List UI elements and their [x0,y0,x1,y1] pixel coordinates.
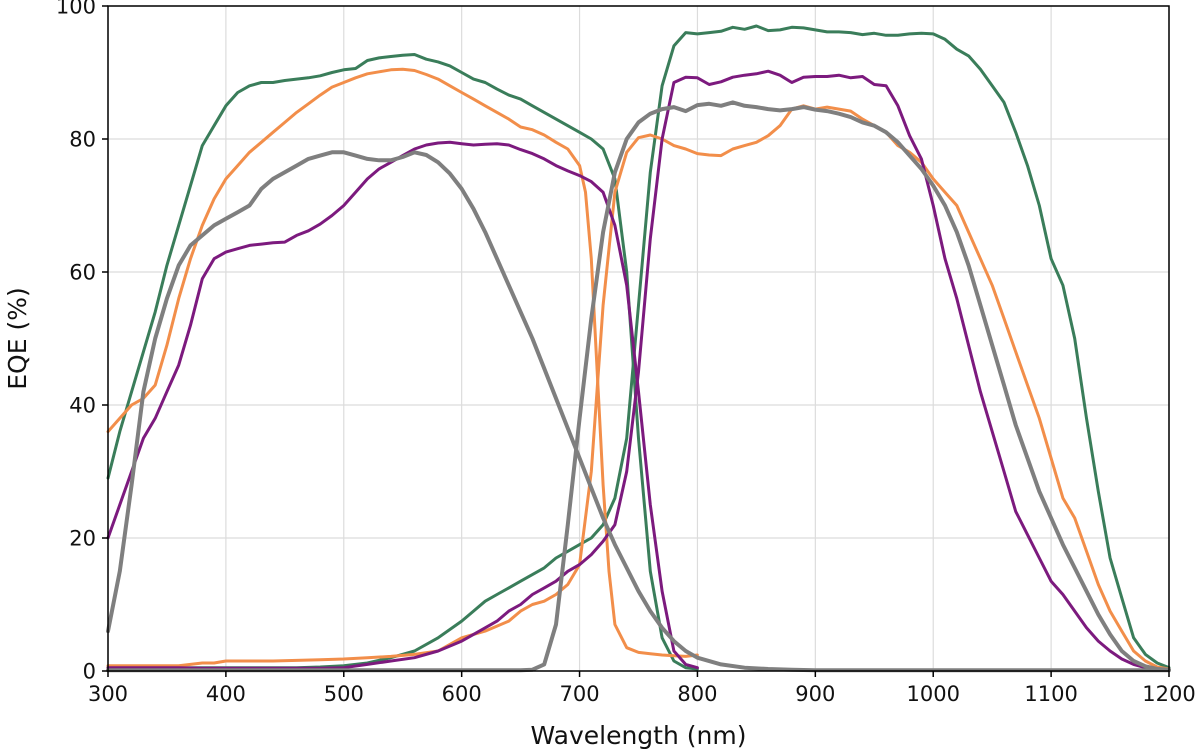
y-tick-label: 20 [69,527,96,551]
x-axis-ticks: 300 400 500 600 700 800 900 1000 1100 1200 [88,671,1196,706]
series-line-4 [106,104,1171,671]
series-line-3 [106,67,699,658]
x-tick-label: 800 [677,682,717,706]
x-tick-label: 900 [795,682,835,706]
y-tick-label: 0 [83,660,96,684]
x-tick-label: 300 [88,682,128,706]
x-tick-label: 500 [324,682,364,706]
series-line-7 [106,150,1171,673]
y-axis-label: EQE (%) [3,287,32,389]
x-tick-label: 1200 [1142,682,1195,706]
x-tick-label: 700 [560,682,600,706]
x-tick-label: 1000 [906,682,959,706]
x-tick-label: 600 [442,682,482,706]
series-line-6 [106,69,1171,672]
y-tick-label: 100 [56,0,96,19]
series-group [106,24,1171,673]
x-tick-label: 400 [206,682,246,706]
series-line-8 [106,100,1171,673]
y-axis-ticks: 0 20 40 60 80 100 [56,0,108,684]
y-tick-label: 40 [69,394,96,418]
x-axis-label: Wavelength (nm) [531,721,747,750]
y-tick-label: 60 [69,261,96,285]
series-line-1 [106,53,699,671]
y-tick-label: 80 [69,128,96,152]
x-tick-label: 1100 [1024,682,1077,706]
plot-frame [107,5,1170,672]
